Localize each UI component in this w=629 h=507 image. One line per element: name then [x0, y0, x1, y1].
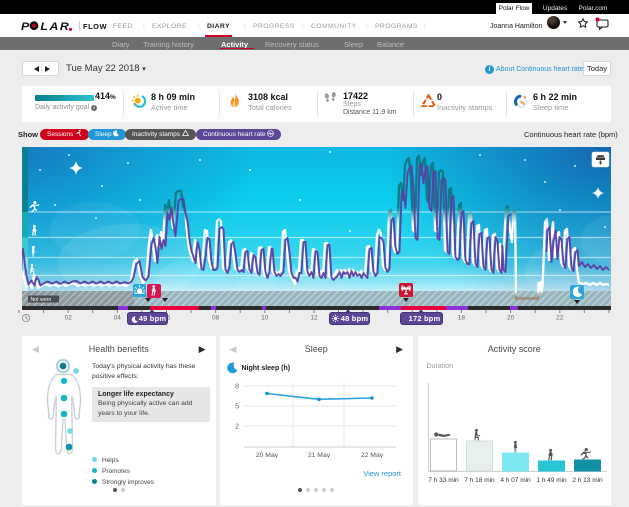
svg-text:2 h 13 min: 2 h 13 min: [572, 477, 603, 484]
svg-text:21 May: 21 May: [307, 452, 330, 458]
svg-text:7 h 18 min: 7 h 18 min: [464, 477, 495, 484]
svg-text:5: 5: [235, 404, 239, 411]
svg-text:22 May: 22 May: [360, 452, 383, 458]
svg-text:08: 08: [212, 315, 220, 322]
svg-text:LAR: LAR: [40, 20, 70, 32]
svg-text:22: 22: [556, 315, 564, 322]
svg-text:10: 10: [261, 315, 269, 322]
svg-text:Not worn: Not worn: [31, 297, 52, 303]
svg-text:8: 8: [235, 384, 239, 391]
svg-text:12: 12: [310, 315, 318, 322]
svg-text:04: 04: [114, 315, 122, 322]
svg-text:7 h 33 min: 7 h 33 min: [428, 477, 459, 484]
svg-text:20 May: 20 May: [255, 452, 278, 458]
svg-text:P: P: [21, 20, 29, 32]
svg-text:18: 18: [458, 315, 466, 322]
svg-text:2: 2: [235, 424, 239, 431]
svg-text:1 h 49 min: 1 h 49 min: [536, 477, 567, 484]
svg-text:20: 20: [507, 315, 515, 322]
svg-text:4 h 07 min: 4 h 07 min: [500, 477, 531, 484]
svg-text:02: 02: [65, 315, 73, 322]
